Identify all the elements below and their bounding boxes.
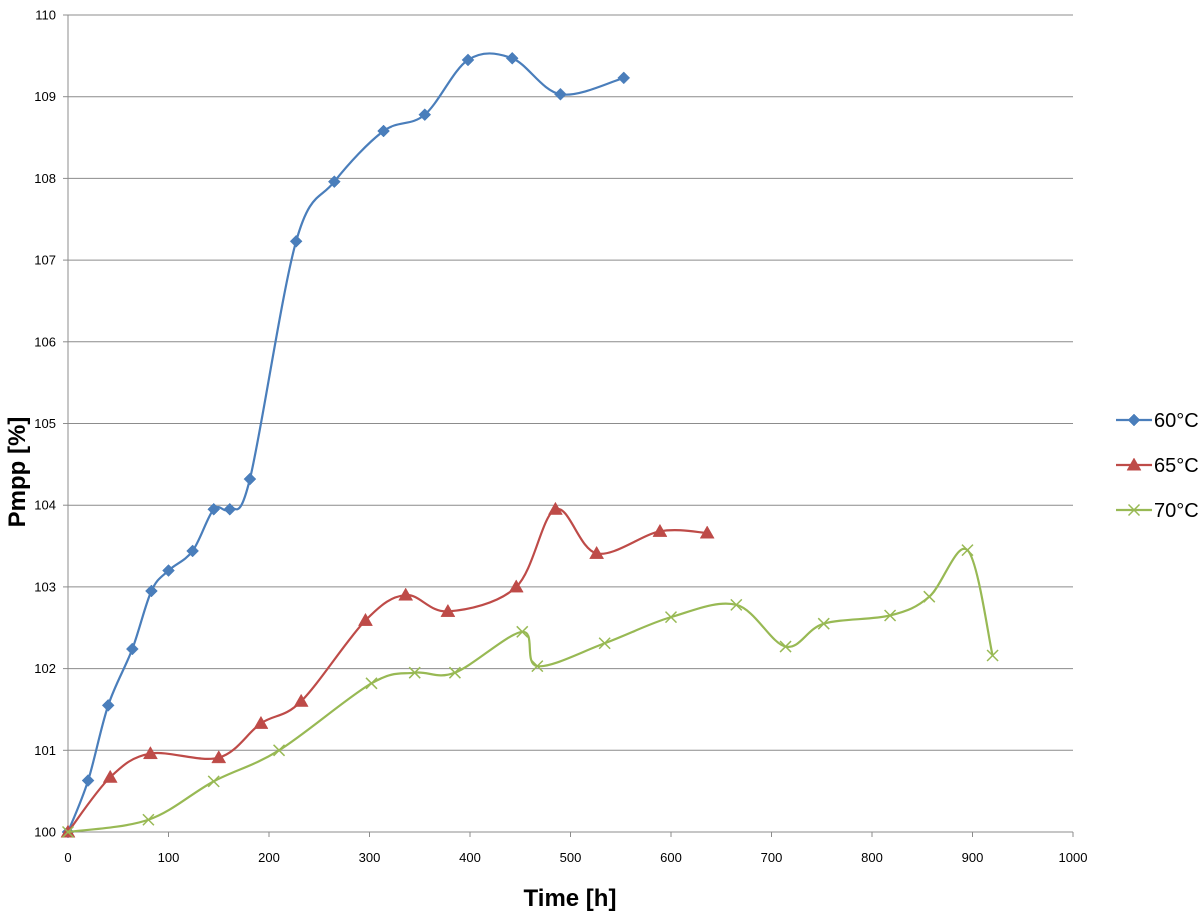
- data-point: [358, 612, 373, 626]
- data-point: [547, 501, 563, 515]
- data-point: [461, 53, 475, 67]
- data-point: [289, 234, 303, 248]
- data-point: [207, 775, 220, 788]
- data-point: [505, 51, 519, 65]
- data-point: [516, 625, 529, 638]
- data-point: [730, 598, 743, 611]
- y-tick-label: 100: [34, 825, 56, 840]
- data-point: [125, 642, 139, 656]
- data-point: [418, 108, 432, 122]
- x-tick-label: 600: [660, 850, 682, 865]
- data-point: [589, 545, 605, 559]
- series-line: [66, 52, 625, 833]
- data-point: [211, 750, 227, 764]
- y-tick-label: 101: [34, 743, 56, 758]
- grid-lines: [68, 14, 1073, 751]
- series-2: [60, 501, 715, 838]
- series-line: [67, 547, 994, 834]
- data-point: [440, 603, 456, 617]
- y-tick-label: 105: [34, 416, 56, 431]
- series-3: [61, 544, 999, 839]
- x-tick-label: 200: [258, 850, 280, 865]
- legend-label: 70°C: [1154, 500, 1199, 522]
- data-point: [531, 660, 544, 673]
- series-line: [67, 508, 708, 833]
- x-tick-label: 100: [158, 850, 180, 865]
- y-tick-labels: 100 101 102 103 104 105 106 107 108 109 110: [34, 8, 56, 840]
- legend-entry: 65°C: [1116, 455, 1199, 477]
- data-point: [961, 544, 974, 557]
- y-tick-label: 107: [34, 253, 56, 268]
- data-point: [243, 472, 257, 486]
- data-point: [986, 649, 999, 662]
- x-tick-label: 800: [861, 850, 883, 865]
- series-layer: [60, 51, 999, 839]
- data-point: [365, 677, 378, 690]
- y-tick-label: 102: [34, 661, 56, 676]
- y-axis-title: Pmpp [%]: [4, 417, 31, 528]
- x-tick-label: 0: [64, 850, 71, 865]
- data-point: [102, 769, 118, 783]
- legend-label: 60°C: [1154, 410, 1199, 432]
- data-point: [142, 746, 158, 760]
- x-tick-label: 500: [560, 850, 582, 865]
- data-point: [448, 666, 461, 679]
- data-point: [207, 502, 221, 516]
- data-point: [508, 579, 524, 593]
- data-point: [923, 590, 936, 603]
- legend-marker: [1127, 413, 1141, 427]
- data-point: [186, 544, 199, 558]
- axes: [63, 14, 1074, 837]
- data-point: [61, 825, 75, 839]
- data-point: [554, 87, 567, 101]
- data-point: [142, 813, 155, 826]
- data-point: [598, 637, 611, 650]
- legend-label: 65°C: [1154, 455, 1199, 477]
- data-point: [293, 693, 309, 707]
- y-tick-label: 103: [34, 579, 56, 594]
- data-point: [253, 715, 269, 729]
- data-point: [664, 611, 678, 624]
- data-point: [377, 124, 390, 138]
- data-point: [884, 609, 897, 622]
- legend-marker: [1126, 457, 1142, 471]
- data-point: [652, 523, 668, 537]
- data-point: [327, 175, 341, 189]
- y-tick-label: 110: [35, 8, 56, 23]
- legend-marker: [1127, 503, 1141, 517]
- legend-entry: 60°C: [1116, 410, 1199, 432]
- data-point: [273, 744, 286, 757]
- legend: 60°C 65°C 70°C: [1116, 410, 1199, 522]
- y-tick-label: 108: [34, 171, 56, 186]
- data-point: [81, 774, 95, 787]
- data-point: [779, 640, 792, 653]
- x-tick-label: 900: [962, 850, 984, 865]
- data-point: [817, 617, 830, 630]
- x-tick-label: 300: [359, 850, 381, 865]
- x-tick-labels: 0 100 200 300 400 500 600 700 800 900 1000: [64, 850, 1087, 865]
- y-tick-label: 104: [34, 498, 56, 513]
- data-point: [145, 584, 158, 598]
- data-point: [223, 502, 237, 516]
- x-tick-label: 1000: [1059, 850, 1088, 865]
- x-tick-label: 400: [459, 850, 481, 865]
- y-tick-label: 109: [34, 89, 56, 104]
- x-tick-label: 700: [761, 850, 783, 865]
- data-point: [398, 587, 414, 601]
- data-point: [699, 525, 715, 539]
- y-tick-label: 106: [34, 334, 56, 349]
- series-1: [61, 51, 631, 839]
- data-point: [162, 564, 175, 577]
- data-point: [617, 71, 631, 85]
- data-point: [408, 666, 421, 679]
- legend-entry: 70°C: [1116, 500, 1199, 522]
- x-axis-title: Time [h]: [524, 885, 617, 912]
- data-point: [101, 699, 115, 712]
